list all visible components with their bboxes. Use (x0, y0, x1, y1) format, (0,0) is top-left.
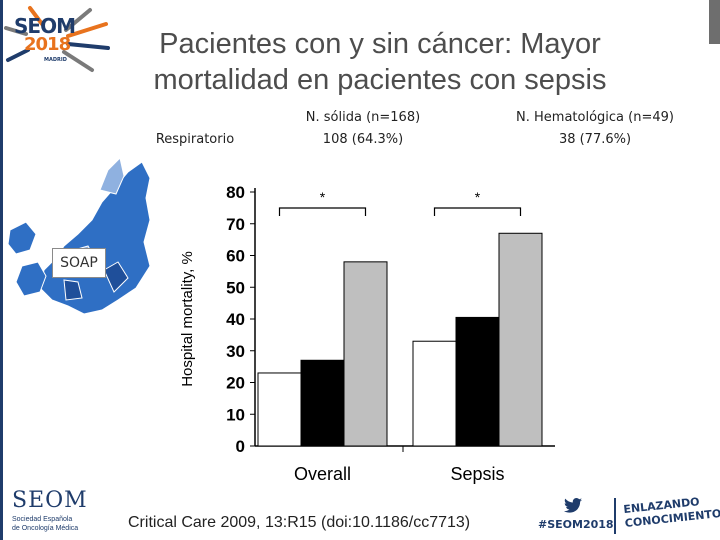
europe-map-icon (7, 157, 151, 315)
significance-star: * (475, 189, 481, 205)
significance-star: * (320, 189, 326, 205)
bar-sepsis-1 (455, 316, 500, 447)
y-axis-label: Hospital mortality, % (179, 251, 196, 387)
slide-title: Pacientes con y sin cáncer: Mayor mortal… (153, 28, 607, 96)
footer-divider (614, 498, 616, 534)
y-tick-label: 0 (236, 437, 245, 456)
seom-logo-name: SEOM (12, 488, 88, 513)
seom-society-logo: SEOM Sociedad Española de Oncología Médi… (8, 488, 118, 538)
y-tick-label: 50 (226, 278, 245, 297)
citation-text: Critical Care 2009, 13:R15 (doi:10.1186/… (128, 514, 471, 531)
bar-overall-0 (257, 372, 302, 447)
significance-bracket (433, 207, 522, 216)
y-tick-label: 10 (226, 405, 245, 424)
y-tick-label: 80 (226, 183, 245, 202)
hashtag-text: #SEOM2018 (538, 518, 614, 531)
bar-sepsis-2 (498, 232, 543, 447)
bar-overall-2 (343, 261, 388, 447)
y-tick-label: 70 (226, 215, 245, 234)
bar-sepsis-0 (412, 340, 457, 447)
left-accent-bar (0, 0, 3, 540)
y-tick-label: 20 (226, 374, 245, 393)
x-tick-label: Sepsis (450, 464, 504, 484)
x-tick-label: Overall (294, 464, 351, 484)
soap-badge: SOAP (52, 248, 106, 278)
twitter-icon (564, 498, 582, 513)
logo-rays-icon (4, 6, 110, 72)
logo-city-text: MADRID (44, 57, 67, 63)
y-tick-label: 30 (226, 342, 245, 361)
right-accent-bar (709, 0, 720, 44)
solid-tumor-value: 108 (64.3%) (322, 132, 404, 147)
seom-logo-sub2: de Oncología Médica (12, 525, 79, 532)
solid-tumor-label: N. sólida (n=168) (305, 110, 421, 125)
seom-logo-sub1: Sociedad Española (12, 516, 73, 523)
y-tick-label: 60 (226, 247, 245, 266)
logo-year-text: 2018 (24, 34, 71, 55)
y-tick-label: 40 (226, 310, 245, 329)
significance-bracket (278, 207, 367, 216)
bar-overall-1 (300, 359, 345, 447)
mortality-bar-chart: 0 10 20 30 40 50 60 70 80 Hospital mortality, % Ov… (179, 183, 555, 484)
logo-seom-text: SEOM (14, 14, 76, 38)
enlazando-logo: ENLAZANDO CONOCIMIENTO (623, 493, 720, 531)
respiratorio-label: Respiratorio (155, 132, 235, 147)
hemato-label: N. Hematológica (n=49) (516, 110, 674, 125)
hemato-value: 38 (77.6%) (558, 132, 632, 147)
seom-2018-logo: SEOM 2018 MADRID (2, 4, 110, 74)
